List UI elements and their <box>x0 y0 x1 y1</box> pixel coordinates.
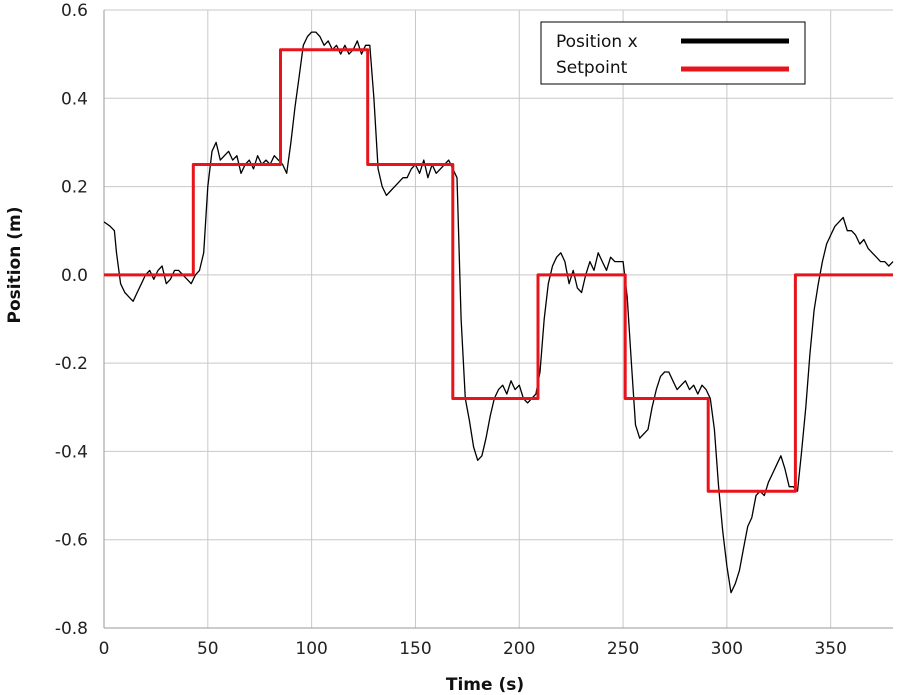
x-tick-labels: 0 50 100 150 200 250 300 350 <box>99 639 847 659</box>
x-tick-label: 350 <box>814 639 846 659</box>
y-tick-label: -0.2 <box>55 354 88 374</box>
x-tick-label: 100 <box>295 639 327 659</box>
x-tick-label: 50 <box>197 639 219 659</box>
x-tick-label: 200 <box>503 639 535 659</box>
x-tick-label: 250 <box>607 639 639 659</box>
legend: Position x Setpoint <box>540 21 806 85</box>
x-tick-label: 300 <box>711 639 743 659</box>
y-tick-label: 0.6 <box>61 1 88 21</box>
x-tick-label: 0 <box>99 639 110 659</box>
x-axis-title: Time (s) <box>446 675 524 695</box>
y-tick-labels: 0.6 0.4 0.2 0.0 -0.2 -0.4 -0.6 -0.8 <box>55 1 88 639</box>
y-tick-label: 0.0 <box>61 266 88 286</box>
series-line-setpoint <box>104 48 893 493</box>
grid <box>103 9 893 629</box>
y-tick-label: 0.4 <box>61 89 88 109</box>
x-tick-label: 150 <box>399 639 431 659</box>
y-tick-label: -0.4 <box>55 442 88 462</box>
legend-label-setpoint: Setpoint <box>556 58 628 78</box>
series-layer <box>103 31 894 594</box>
y-tick-label: -0.6 <box>55 531 88 551</box>
y-axis-title: Position (m) <box>5 207 25 324</box>
y-tick-label: -0.8 <box>55 619 88 639</box>
plot-area <box>104 10 893 628</box>
legend-box <box>540 21 806 85</box>
y-tick-label: 0.2 <box>61 178 88 198</box>
legend-label-position: Position x <box>556 32 638 52</box>
